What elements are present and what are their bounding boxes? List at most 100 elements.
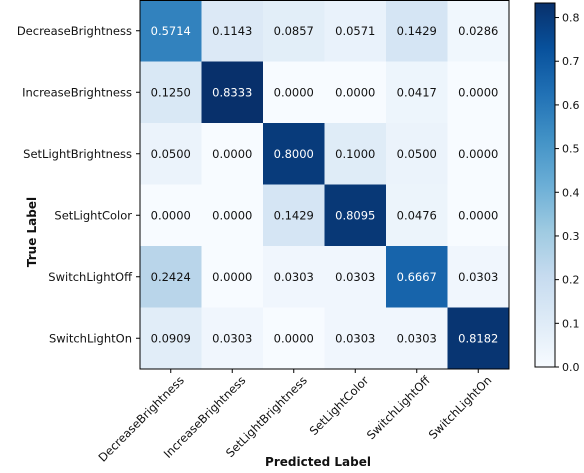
x-tick-label: SetLightColor xyxy=(307,373,372,438)
cell-value-label: 0.8182 xyxy=(458,331,498,345)
cell-value-label: 0.0000 xyxy=(458,208,498,222)
heatmap-cell xyxy=(386,61,448,124)
cell-value-label: 0.0303 xyxy=(458,270,498,284)
colorbar-tick-label: 0.8 xyxy=(562,12,580,25)
heatmap-cell xyxy=(447,307,510,370)
colorbar-tick-label: 0.2 xyxy=(562,274,580,287)
heatmap-cell xyxy=(140,0,202,62)
heatmap-cell xyxy=(263,307,325,370)
heatmap-cell xyxy=(447,0,510,62)
cell-value-label: 0.0303 xyxy=(397,331,437,345)
heatmap-cell xyxy=(263,123,325,185)
heatmap-cell xyxy=(324,307,387,370)
x-axis-ticks: DecreaseBrightnessIncreaseBrightnessSetL… xyxy=(96,369,495,465)
cell-value-label: 0.0303 xyxy=(335,270,375,284)
colorbar-tick-label: 0.6 xyxy=(562,99,580,112)
cell-value-label: 0.8333 xyxy=(212,85,252,99)
cell-value-label: 0.0857 xyxy=(274,24,314,38)
colorbar-tick-label: 0.0 xyxy=(562,361,580,374)
heatmap-cell xyxy=(447,123,510,185)
heatmap-cells xyxy=(140,0,510,370)
heatmap-cell xyxy=(263,61,325,124)
colorbar-ticks: 0.0 0.1 0.2 0.3 0.4 0.5 0.6 0.7 0.8 xyxy=(555,12,580,374)
heatmap-cell xyxy=(386,184,448,247)
y-tick-label: SwitchLightOff xyxy=(48,270,133,284)
cell-value-label: 0.8000 xyxy=(274,147,314,161)
heatmap-cell xyxy=(201,0,264,62)
colorbar-tick-label: 0.3 xyxy=(562,230,580,243)
cell-value-label: 0.1143 xyxy=(212,24,252,38)
cell-value-label: 0.0303 xyxy=(274,270,314,284)
y-tick-label: IncreaseBrightness xyxy=(22,85,132,99)
cell-value-label: 0.0000 xyxy=(458,85,498,99)
heatmap-cell xyxy=(324,246,387,308)
x-tick-label: SwitchLightOn xyxy=(426,373,495,442)
colorbar-tick-label: 0.1 xyxy=(562,317,580,330)
heatmap-cell xyxy=(140,246,202,308)
y-tick-label: DecreaseBrightness xyxy=(17,24,132,38)
cell-value-label: 0.8095 xyxy=(335,208,375,222)
cell-value-label: 0.0500 xyxy=(151,147,191,161)
plot-frame xyxy=(139,0,510,370)
heatmap-cell xyxy=(140,307,202,370)
heatmap-cell xyxy=(263,0,325,62)
y-tick-label: SetLightBrightness xyxy=(23,147,132,161)
y-axis-ticks: DecreaseBrightness IncreaseBrightness SetL… xyxy=(17,24,140,345)
heatmap-cell xyxy=(201,246,264,308)
heatmap-cell xyxy=(386,246,448,308)
y-tick-label: SetLightColor xyxy=(54,208,132,222)
heatmap-cell xyxy=(140,61,202,124)
heatmap-cell xyxy=(324,61,387,124)
cell-value-label: 0.0303 xyxy=(212,331,252,345)
y-tick-label: SwitchLightOn xyxy=(49,331,132,345)
cell-value-label: 0.6667 xyxy=(397,270,437,284)
cell-value-label: 0.0500 xyxy=(397,147,437,161)
cell-value-label: 0.0000 xyxy=(458,147,498,161)
cell-value-label: 0.2424 xyxy=(151,270,191,284)
cell-value-label: 0.1000 xyxy=(335,147,375,161)
cell-value-label: 0.0286 xyxy=(458,24,498,38)
cell-value-label: 0.0000 xyxy=(274,85,314,99)
heatmap-cell xyxy=(201,61,264,124)
cell-value-label: 0.0417 xyxy=(397,85,437,99)
cell-value-label: 0.0000 xyxy=(274,331,314,345)
cell-value-label: 0.1429 xyxy=(274,208,314,222)
cell-value-label: 0.0000 xyxy=(151,208,191,222)
colorbar xyxy=(534,2,556,368)
heatmap-cell xyxy=(263,184,325,247)
heatmap-cell xyxy=(447,184,510,247)
cell-value-label: 0.1429 xyxy=(397,24,437,38)
heatmap-cell xyxy=(140,184,202,247)
cell-value-label: 0.0476 xyxy=(397,208,437,222)
cell-value-label: 0.5714 xyxy=(151,24,191,38)
cell-value-label: 0.0571 xyxy=(335,24,375,38)
cell-value-label: 0.0000 xyxy=(212,208,252,222)
heatmap-cell xyxy=(386,123,448,185)
heatmap-cell xyxy=(201,184,264,247)
colorbar-tick-label: 0.7 xyxy=(562,55,580,68)
heatmap-cell xyxy=(324,184,387,247)
heatmap-cell xyxy=(263,246,325,308)
heatmap-cell xyxy=(140,123,202,185)
heatmap-cell-labels: 0.5714 0.1143 0.0857 0.0571 0.1429 0.0286 0.12… xyxy=(151,24,499,346)
cell-value-label: 0.0000 xyxy=(212,270,252,284)
cell-value-label: 0.0303 xyxy=(335,331,375,345)
heatmap-cell xyxy=(386,0,448,62)
x-axis-label: Predicted Label xyxy=(265,455,371,469)
heatmap-cell xyxy=(324,0,387,62)
heatmap-cell xyxy=(447,246,510,308)
colorbar-tick-label: 0.5 xyxy=(562,143,580,156)
heatmap-cell xyxy=(201,307,264,370)
cell-value-label: 0.1250 xyxy=(151,85,191,99)
cell-value-label: 0.0909 xyxy=(151,331,191,345)
x-tick-label: SwitchLightOff xyxy=(364,372,434,442)
heatmap-cell xyxy=(447,61,510,124)
heatmap-cell xyxy=(386,307,448,370)
heatmap-cell xyxy=(201,123,264,185)
heatmap-cell xyxy=(324,123,387,185)
y-axis-label: True Label xyxy=(25,197,39,267)
cell-value-label: 0.0000 xyxy=(212,147,252,161)
cell-value-label: 0.0000 xyxy=(335,85,375,99)
colorbar-tick-label: 0.4 xyxy=(562,186,580,199)
